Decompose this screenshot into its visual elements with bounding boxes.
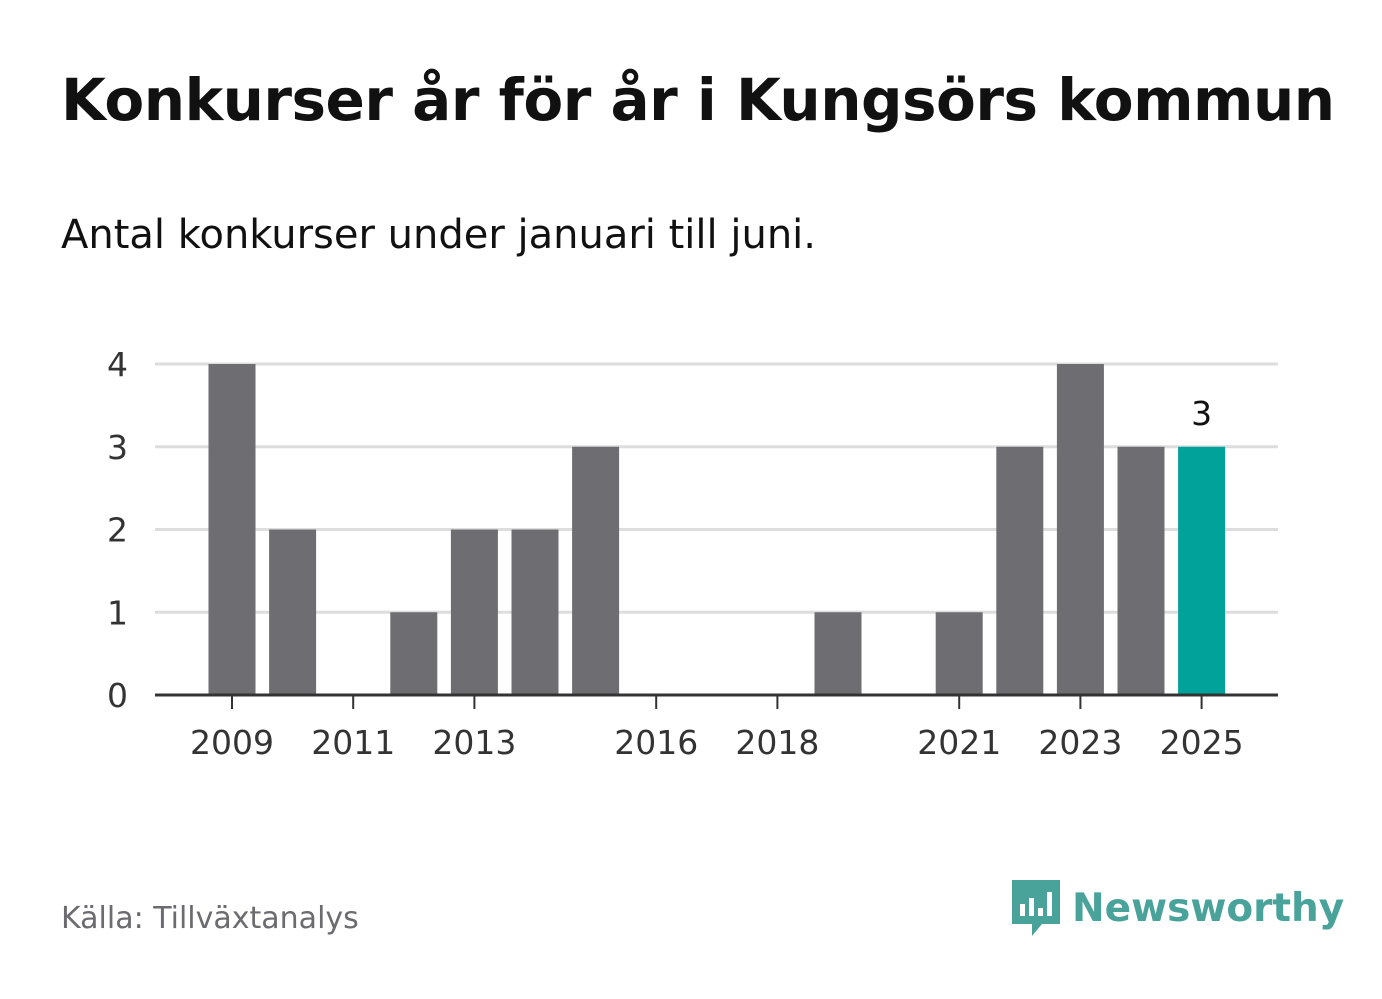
y-tick-label-0: 0 — [107, 676, 128, 715]
y-tick-label-3: 3 — [107, 428, 128, 467]
y-tick-label-4: 4 — [107, 345, 128, 384]
bar-2021 — [935, 612, 983, 695]
x-tick-label-2025: 2025 — [1160, 723, 1244, 762]
chart-title: Konkurser år för år i Kungsörs kommun — [61, 66, 1335, 134]
bar-2013 — [450, 529, 498, 695]
bar-2012 — [390, 612, 438, 695]
newsworthy-logo-icon — [1012, 880, 1060, 936]
bar-2014 — [511, 529, 559, 695]
bar-2010 — [269, 529, 317, 695]
brand-name: Newsworthy — [1072, 885, 1345, 931]
x-tick-label-2013: 2013 — [432, 723, 516, 762]
data-label-2025: 3 — [1191, 394, 1212, 433]
y-tick-label-2: 2 — [107, 511, 128, 550]
bar-2009 — [208, 364, 256, 695]
bar-2019 — [814, 612, 862, 695]
y-tick-label-1: 1 — [107, 593, 128, 632]
chart-subtitle: Antal konkurser under januari till juni. — [61, 212, 816, 258]
x-tick-label-2011: 2011 — [311, 723, 395, 762]
x-tick-label-2018: 2018 — [735, 723, 819, 762]
x-tick-label-2023: 2023 — [1038, 723, 1122, 762]
bar-2024 — [1117, 446, 1165, 695]
x-tick-label-2009: 2009 — [190, 723, 274, 762]
bar-2023 — [1056, 364, 1104, 695]
source-note: Källa: Tillväxtanalys — [61, 901, 359, 936]
x-tick-label-2021: 2021 — [917, 723, 1001, 762]
x-tick-label-2016: 2016 — [614, 723, 698, 762]
brand-logo: Newsworthy — [1010, 878, 1344, 938]
bar-2015 — [572, 446, 620, 695]
bar-2022 — [996, 446, 1044, 695]
bar-2025 — [1178, 446, 1226, 695]
